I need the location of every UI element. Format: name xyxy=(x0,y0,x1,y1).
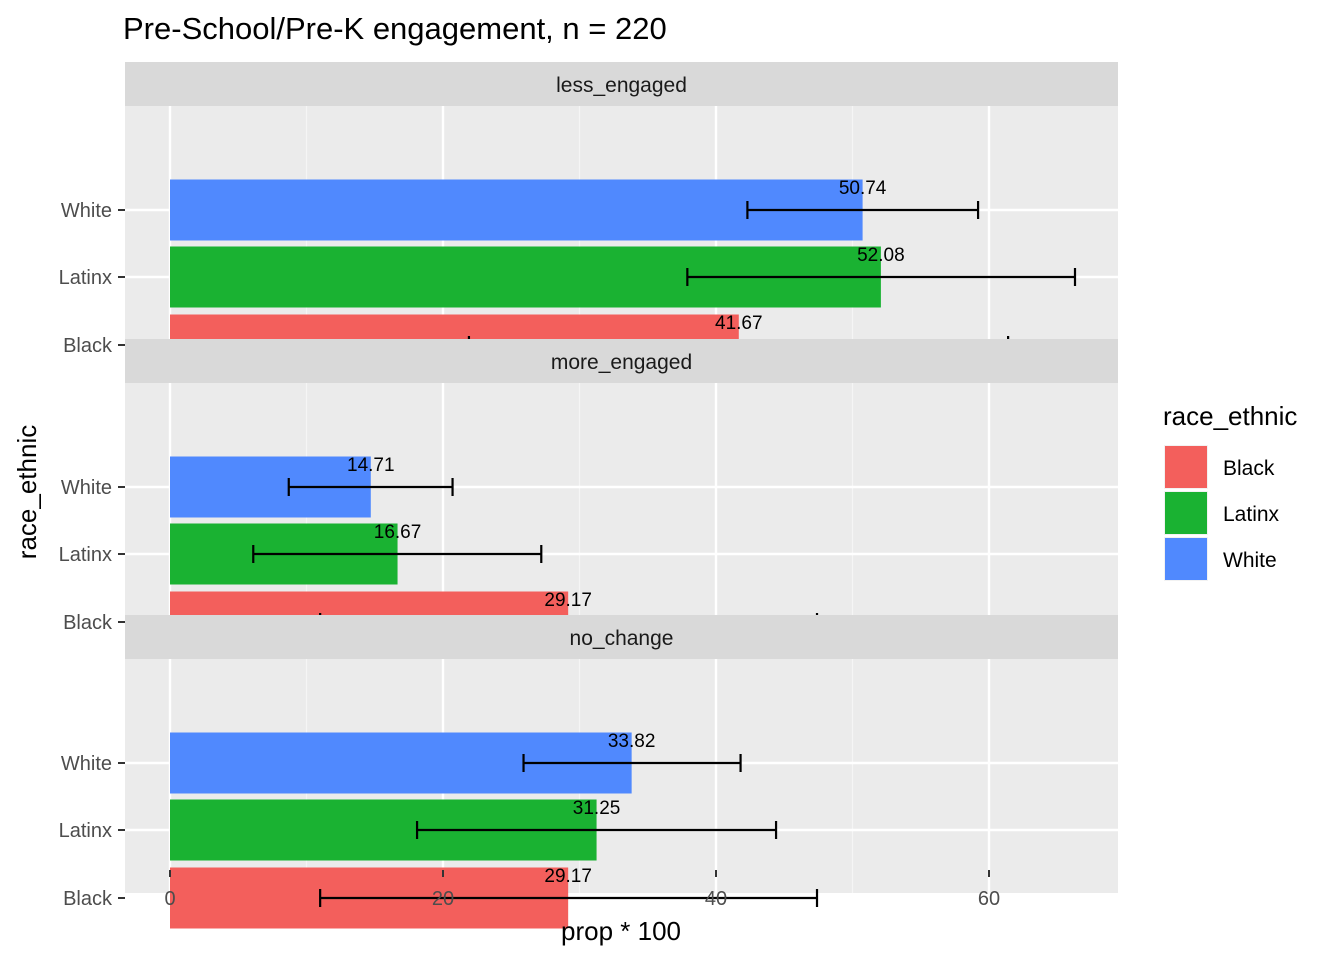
chart-title: Pre-School/Pre-K engagement, n = 220 xyxy=(123,11,667,46)
legend: race_ethnic Black Latinx White xyxy=(1163,401,1297,581)
facet-strip-label: no_change xyxy=(570,627,674,650)
data-label: 31.25 xyxy=(573,798,621,819)
y-tick-label: Latinx xyxy=(59,267,112,289)
facet-strip xyxy=(125,62,1118,106)
error-bar xyxy=(319,889,819,907)
legend-label: Latinx xyxy=(1223,503,1280,526)
legend-key-white xyxy=(1165,538,1207,580)
error-bar xyxy=(686,268,1077,286)
facet-strip-label: more_engaged xyxy=(551,351,692,374)
legend-label: White xyxy=(1223,549,1277,572)
data-label: 41.67 xyxy=(715,313,763,334)
x-tick-label: 40 xyxy=(705,888,727,910)
data-label: 29.17 xyxy=(544,866,592,887)
error-bar xyxy=(522,754,742,772)
x-tick-label: 60 xyxy=(978,888,1000,910)
facet-panel-less_engaged: less_engaged 50.74 White 52.08 Latinx 41.67 Bl… xyxy=(59,62,1118,376)
error-bar xyxy=(746,201,980,219)
data-label: 29.17 xyxy=(544,590,592,611)
data-label: 50.74 xyxy=(839,178,887,199)
legend-label: Black xyxy=(1223,457,1275,480)
y-tick-label: White xyxy=(61,477,112,499)
y-axis-title: race_ethnic xyxy=(12,425,42,559)
x-axis: 0 20 40 60 xyxy=(164,870,1000,910)
y-tick-label: Latinx xyxy=(59,820,112,842)
data-label: 52.08 xyxy=(857,245,905,266)
y-tick-label: Black xyxy=(63,612,113,634)
legend-key-black xyxy=(1165,446,1207,488)
error-bar xyxy=(252,545,543,563)
facet-panel-no_change: no_change 33.82 White 31.25 Latinx 29.17 Black xyxy=(59,615,1118,929)
y-tick-label: White xyxy=(61,200,112,222)
y-tick-label: Black xyxy=(63,888,113,910)
y-tick-label: White xyxy=(61,753,112,775)
y-tick-label: Latinx xyxy=(59,544,112,566)
data-label: 16.67 xyxy=(374,522,422,543)
facet-panels: less_engaged 50.74 White 52.08 Latinx 41.67 Bl… xyxy=(59,62,1118,929)
facet-strip xyxy=(125,339,1118,383)
x-tick-label: 20 xyxy=(432,888,454,910)
error-bar xyxy=(287,478,454,496)
legend-title: race_ethnic xyxy=(1163,401,1297,431)
x-tick-label: 0 xyxy=(164,888,175,910)
data-label: 14.71 xyxy=(347,455,395,476)
facet-strip-label: less_engaged xyxy=(556,74,687,97)
y-tick-label: Black xyxy=(63,335,113,357)
facet-panel-more_engaged: more_engaged 14.71 White 16.67 Latinx 29.17 Bl… xyxy=(59,339,1118,653)
x-axis-title: prop * 100 xyxy=(561,916,681,946)
legend-key-latinx xyxy=(1165,492,1207,534)
error-bar xyxy=(415,821,778,839)
facet-strip xyxy=(125,615,1118,659)
data-label: 33.82 xyxy=(608,731,656,752)
